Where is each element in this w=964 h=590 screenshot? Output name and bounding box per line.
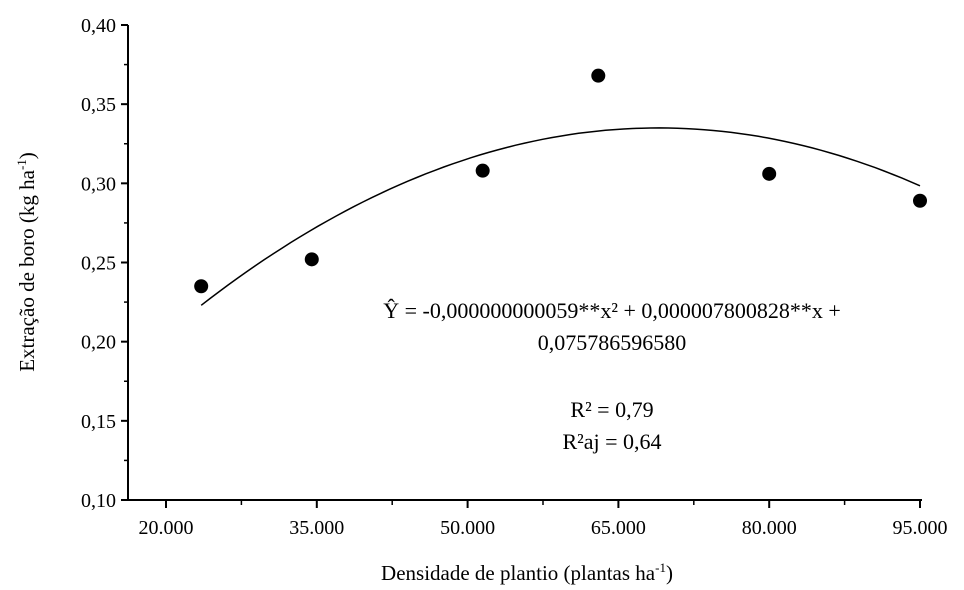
y-axis-title-superscript: -1	[14, 159, 29, 170]
fit-curve	[200, 127, 921, 306]
x-tick-label: 35.000	[289, 517, 344, 539]
axes	[127, 25, 922, 501]
data-points	[194, 68, 927, 294]
data-point	[475, 163, 490, 178]
equation-line-1: Ŷ = -0,000000000059**x² + 0,000007800828…	[383, 298, 841, 323]
x-tick-label: 20.000	[139, 517, 194, 539]
data-point	[304, 252, 319, 267]
data-point	[913, 193, 927, 208]
y-tick-label: 0,30	[81, 173, 116, 195]
x-tick-label: 95.000	[893, 517, 948, 539]
y-tick-label: 0,35	[81, 94, 116, 116]
x-ticks: 20.000 35.000 50.000 65.000 80.000 95.000	[139, 500, 948, 539]
y-tick-label: 0,10	[81, 490, 116, 512]
x-tick-label: 50.000	[440, 517, 495, 539]
y-tick-label: 0,15	[81, 411, 116, 433]
y-axis-title: Extração de boro (kg ha-1)	[14, 152, 39, 372]
r-squared-label: R² = 0,79	[570, 397, 653, 422]
x-axis-title-superscript: -1	[655, 560, 666, 575]
x-axis-title: Densidade de plantio (plantas ha-1)	[381, 560, 673, 585]
adjusted-r-squared-label: R²aj = 0,64	[562, 429, 661, 454]
data-point	[591, 68, 606, 83]
data-point	[194, 279, 209, 294]
x-axis-title-end: )	[666, 561, 673, 585]
equation-line-2: 0,075786596580	[538, 330, 687, 355]
y-axis-title-end: )	[15, 152, 39, 159]
y-tick-label: 0,40	[81, 15, 116, 37]
data-point	[762, 166, 777, 181]
x-tick-label: 80.000	[742, 517, 797, 539]
y-tick-label: 0,20	[81, 332, 116, 354]
y-ticks: 0,10 0,15 0,20 0,25 0,30 0,35 0,40	[81, 15, 128, 512]
y-tick-label: 0,25	[81, 253, 116, 275]
regression-annotation: Ŷ = -0,000000000059**x² + 0,000007800828…	[383, 298, 841, 454]
x-tick-label: 65.000	[591, 517, 646, 539]
